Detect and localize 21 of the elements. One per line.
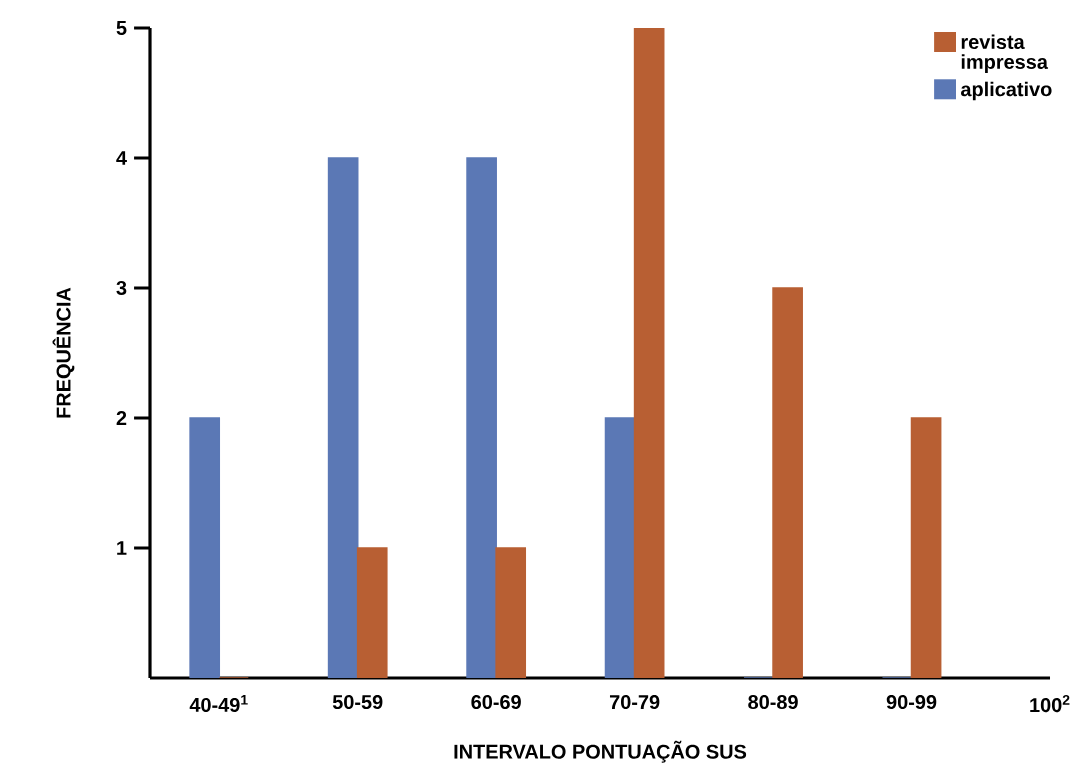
bar <box>772 287 803 678</box>
legend-label: revista impressa <box>961 34 1049 73</box>
y-tick-label: 3 <box>116 280 127 296</box>
x-tick-label: 100$^{2}$ <box>1030 695 1070 713</box>
x-tick-label: 60-69 <box>471 695 521 710</box>
bar <box>495 547 527 678</box>
x-tick-label: 90-99 <box>886 695 937 710</box>
x-tick-label: 40-49$^{1}$ <box>189 695 248 713</box>
y-tick-label: 1 <box>117 541 127 555</box>
legend-label: aplicativo <box>961 81 1052 101</box>
x-axis-title: INTERVALO PONTUAÇÃO SUS <box>454 740 747 763</box>
y-axis-title: FREQUÊNCIA <box>52 287 75 418</box>
y-tick-label: 2 <box>116 411 127 425</box>
y-tick-label: 4 <box>116 151 127 165</box>
bar <box>633 27 665 678</box>
y-tick-label: 5 <box>116 21 127 35</box>
bar <box>356 547 388 678</box>
x-tick-label: 50-59 <box>332 695 383 710</box>
bar <box>910 417 942 678</box>
x-tick-label: 80-89 <box>748 695 798 710</box>
x-tick-label: 70-79 <box>609 695 660 710</box>
